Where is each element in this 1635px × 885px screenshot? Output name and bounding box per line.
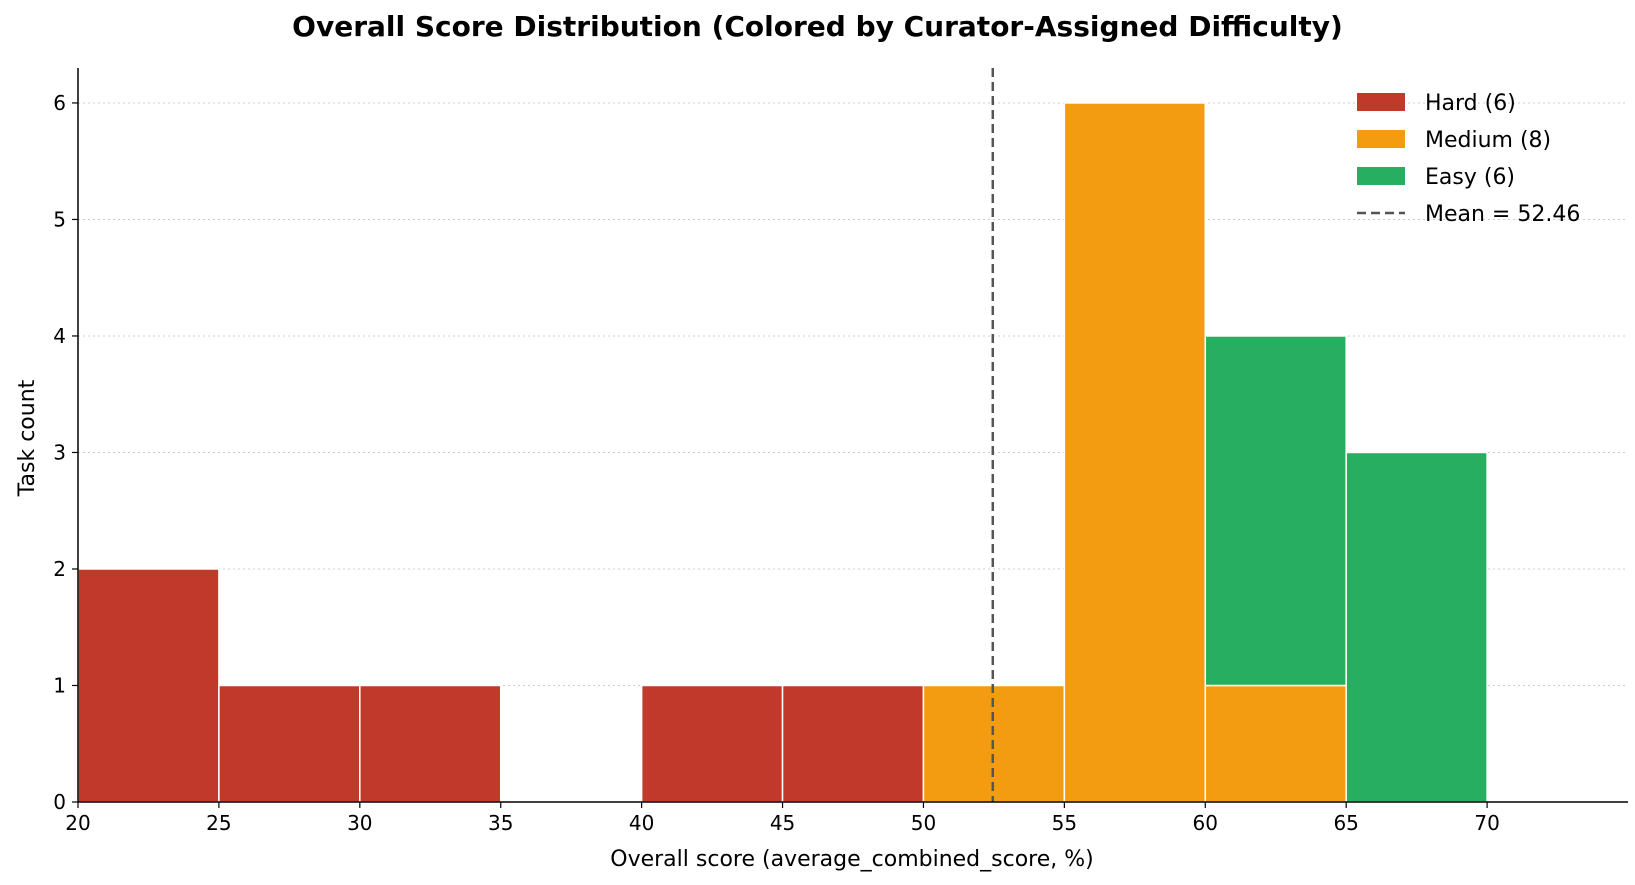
x-tick-label: 65 bbox=[1333, 811, 1358, 835]
x-axis-label: Overall score (average_combined_score, %… bbox=[610, 847, 1093, 872]
legend-label: Medium (8) bbox=[1425, 128, 1551, 153]
legend-label: Mean = 52.46 bbox=[1425, 202, 1580, 227]
legend-swatch bbox=[1357, 167, 1405, 185]
bars bbox=[77, 102, 1488, 803]
x-tick-label: 35 bbox=[488, 811, 513, 835]
y-axis-label: Task count bbox=[15, 379, 40, 497]
histogram-bar bbox=[781, 684, 925, 803]
histogram-bar bbox=[359, 684, 502, 803]
x-tick-label: 45 bbox=[770, 811, 795, 835]
legend-label: Hard (6) bbox=[1425, 91, 1516, 116]
histogram-bar bbox=[77, 568, 220, 803]
x-tick-label: 25 bbox=[206, 811, 231, 835]
histogram-bar bbox=[1204, 684, 1347, 803]
legend-label: Easy (6) bbox=[1425, 165, 1515, 190]
y-tick-label: 5 bbox=[53, 207, 66, 231]
axes bbox=[77, 68, 1628, 803]
histogram-bar bbox=[1063, 102, 1207, 803]
legend-swatch bbox=[1357, 130, 1405, 148]
x-tick-label: 60 bbox=[1193, 811, 1218, 835]
x-tick-label: 70 bbox=[1474, 811, 1499, 835]
x-tick-label: 40 bbox=[629, 811, 654, 835]
y-tick-label: 6 bbox=[53, 91, 66, 115]
legend: Hard (6) Medium (8) Easy (6) Mean = 52.46 bbox=[1357, 91, 1580, 227]
legend-swatch bbox=[1357, 93, 1405, 111]
x-tick-label: 50 bbox=[911, 811, 936, 835]
y-tick-label: 4 bbox=[53, 324, 66, 348]
histogram-bar bbox=[640, 684, 784, 803]
x-tick-label: 55 bbox=[1052, 811, 1077, 835]
y-tick-label: 0 bbox=[53, 790, 66, 814]
y-tick-label: 1 bbox=[53, 673, 66, 697]
chart-title: Overall Score Distribution (Colored by C… bbox=[292, 10, 1343, 43]
y-tick-label: 2 bbox=[53, 557, 66, 581]
histogram-bar bbox=[1204, 335, 1347, 687]
histogram-bar bbox=[218, 684, 361, 803]
histogram-bar bbox=[1345, 451, 1488, 803]
x-tick-label: 30 bbox=[347, 811, 372, 835]
y-tick-label: 3 bbox=[53, 440, 66, 464]
x-tick-label: 20 bbox=[65, 811, 90, 835]
